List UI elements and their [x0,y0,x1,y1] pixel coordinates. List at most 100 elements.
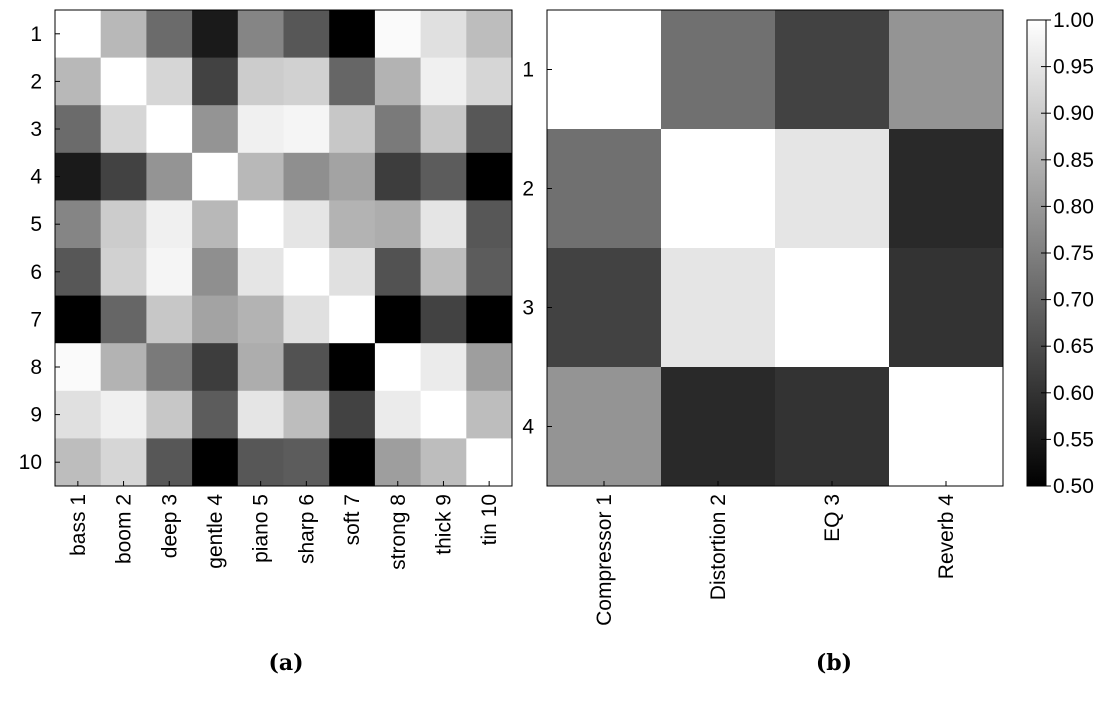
heatmap-a-frame [54,9,513,487]
heatmap-b-col-label-3: EQ 3 [821,494,844,542]
heatmap-a-cell-10-9 [420,438,467,487]
heatmap-a-cell-4-4 [192,152,239,201]
heatmap-a-cell-5-3 [146,200,193,249]
heatmap-a-cell-7-2 [100,295,147,344]
heatmap-a-cell-6-10 [466,248,513,297]
heatmap-a-col-label-5: piano 5 [250,494,273,563]
heatmap-a-cell-2-10 [466,57,513,106]
heatmap-a-cell-4-2 [100,152,147,201]
heatmap-a-row-label-10: 10 [19,451,42,474]
colorbar-tick-label-3: 0.90 [1053,102,1094,125]
heatmap-a-cell-2-8 [374,57,422,106]
heatmap-a-cell-10-10 [466,438,513,487]
heatmap-a-col-label-8: strong 8 [387,494,410,570]
heatmap-a-col-label-10: tin 10 [478,494,501,545]
heatmap-a-row-label-1: 1 [30,23,42,46]
heatmap-a-row-label-4: 4 [30,166,42,189]
heatmap-a-cell-9-3 [146,390,193,439]
heatmap-b-cell-3-3 [775,248,890,368]
heatmap-a-cell-4-7 [329,152,376,201]
heatmap-a-cell-7-9 [420,295,467,344]
heatmap-a-cell-8-7 [329,343,376,392]
heatmap-a-col-label-7: soft 7 [341,494,364,545]
heatmap-b-cell-1-1 [547,10,662,130]
heatmap-a-cell-4-8 [374,152,422,201]
heatmap-a-cell-8-9 [420,343,467,392]
heatmap-a-cell-3-10 [466,105,513,154]
heatmap-b-row-label-4: 4 [522,416,534,439]
heatmap-a-cell-7-6 [283,295,330,344]
heatmap-a-cell-3-9 [420,105,467,154]
heatmap-a-cell-3-1 [55,105,102,154]
heatmap-a-cell-6-5 [237,248,284,297]
heatmap-a-cell-5-4 [192,200,239,249]
heatmap-b-cell-3-4 [889,248,1004,368]
heatmap-a-cell-2-6 [283,57,330,106]
heatmap-a-row-label-5: 5 [30,213,42,236]
heatmap-b-cell-4-1 [547,367,662,487]
heatmap-a-cell-1-4 [192,10,239,59]
heatmap-b-col-label-1: Compressor 1 [593,494,616,626]
caption-a: (a) [268,650,303,676]
heatmap-b-cell-2-3 [775,129,890,249]
heatmap-a-col-label-1: bass 1 [67,494,90,556]
heatmap-b-cell-3-2 [661,248,776,368]
heatmap-a-cell-1-5 [237,10,284,59]
heatmap-a-cell-8-5 [237,343,284,392]
heatmap-a-cell-8-3 [146,343,193,392]
heatmap-a-cell-10-8 [374,438,422,487]
colorbar-tick-label-10: 0.55 [1053,428,1094,451]
heatmap-a-cell-6-7 [329,248,376,297]
heatmap-a-cell-9-4 [192,390,239,439]
heatmap-a-cell-5-1 [55,200,102,249]
heatmap-a-cell-9-1 [55,390,102,439]
heatmap-b-cell-3-1 [547,248,662,368]
heatmap-a-cell-2-1 [55,57,102,106]
heatmap-a-cell-5-8 [374,200,422,249]
heatmap-a-cell-1-9 [420,10,467,59]
heatmap-a-cell-10-6 [283,438,330,487]
heatmap-a-row-label-9: 9 [30,404,42,427]
heatmap-a-cell-9-2 [100,390,147,439]
heatmap-b-cell-4-4 [889,367,1004,487]
colorbar-tick-label-11: 0.50 [1053,475,1094,498]
heatmap-a-cell-4-6 [283,152,330,201]
heatmap-a-cell-9-6 [283,390,330,439]
heatmap-a-row-label-8: 8 [30,356,42,379]
heatmap-a-cell-1-3 [146,10,193,59]
heatmap-a-cell-1-8 [374,10,422,59]
heatmap-a-cell-6-3 [146,248,193,297]
heatmap-a-cell-5-10 [466,200,513,249]
heatmap-b-cell-2-4 [889,129,1004,249]
heatmap-a-cell-9-7 [329,390,376,439]
heatmap-a-cell-9-8 [374,390,422,439]
colorbar-tick-label-2: 0.95 [1053,56,1094,79]
heatmap-a-cell-8-6 [283,343,330,392]
colorbar-tick-label-1: 1.00 [1053,9,1094,32]
heatmap-a-cell-7-10 [466,295,513,344]
heatmap-a-cell-6-2 [100,248,147,297]
heatmap-b-cell-1-4 [889,10,1004,130]
heatmap-a-cell-8-8 [374,343,422,392]
heatmap-a-col-label-6: sharp 6 [295,494,318,564]
heatmap-a-cell-2-5 [237,57,284,106]
heatmap-a: 1 2 3 4 5 6 7 8 9 10 bass 1 boom 2 deep 3 gentle 4 pia… [19,9,513,570]
heatmap-a-cell-3-7 [329,105,376,154]
heatmap-a-cell-2-9 [420,57,467,106]
heatmap-a-cell-7-3 [146,295,193,344]
heatmap-a-row-label-7: 7 [30,308,42,331]
colorbar-tick-label-5: 0.80 [1053,195,1094,218]
heatmap-a-cell-2-2 [100,57,147,106]
heatmap-a-cell-6-8 [374,248,422,297]
heatmap-b-row-label-1: 1 [522,59,534,82]
heatmap-b-row-label-2: 2 [522,178,534,201]
heatmap-a-col-label-3: deep 3 [158,494,181,558]
heatmap-a-cell-10-3 [146,438,193,487]
colorbar-tick-label-9: 0.60 [1053,382,1094,405]
heatmap-a-cell-4-5 [237,152,284,201]
heatmap-a-cell-8-10 [466,343,513,392]
heatmap-a-cell-1-1 [55,10,102,59]
heatmap-b-cell-2-2 [661,129,776,249]
heatmap-a-cell-10-5 [237,438,284,487]
